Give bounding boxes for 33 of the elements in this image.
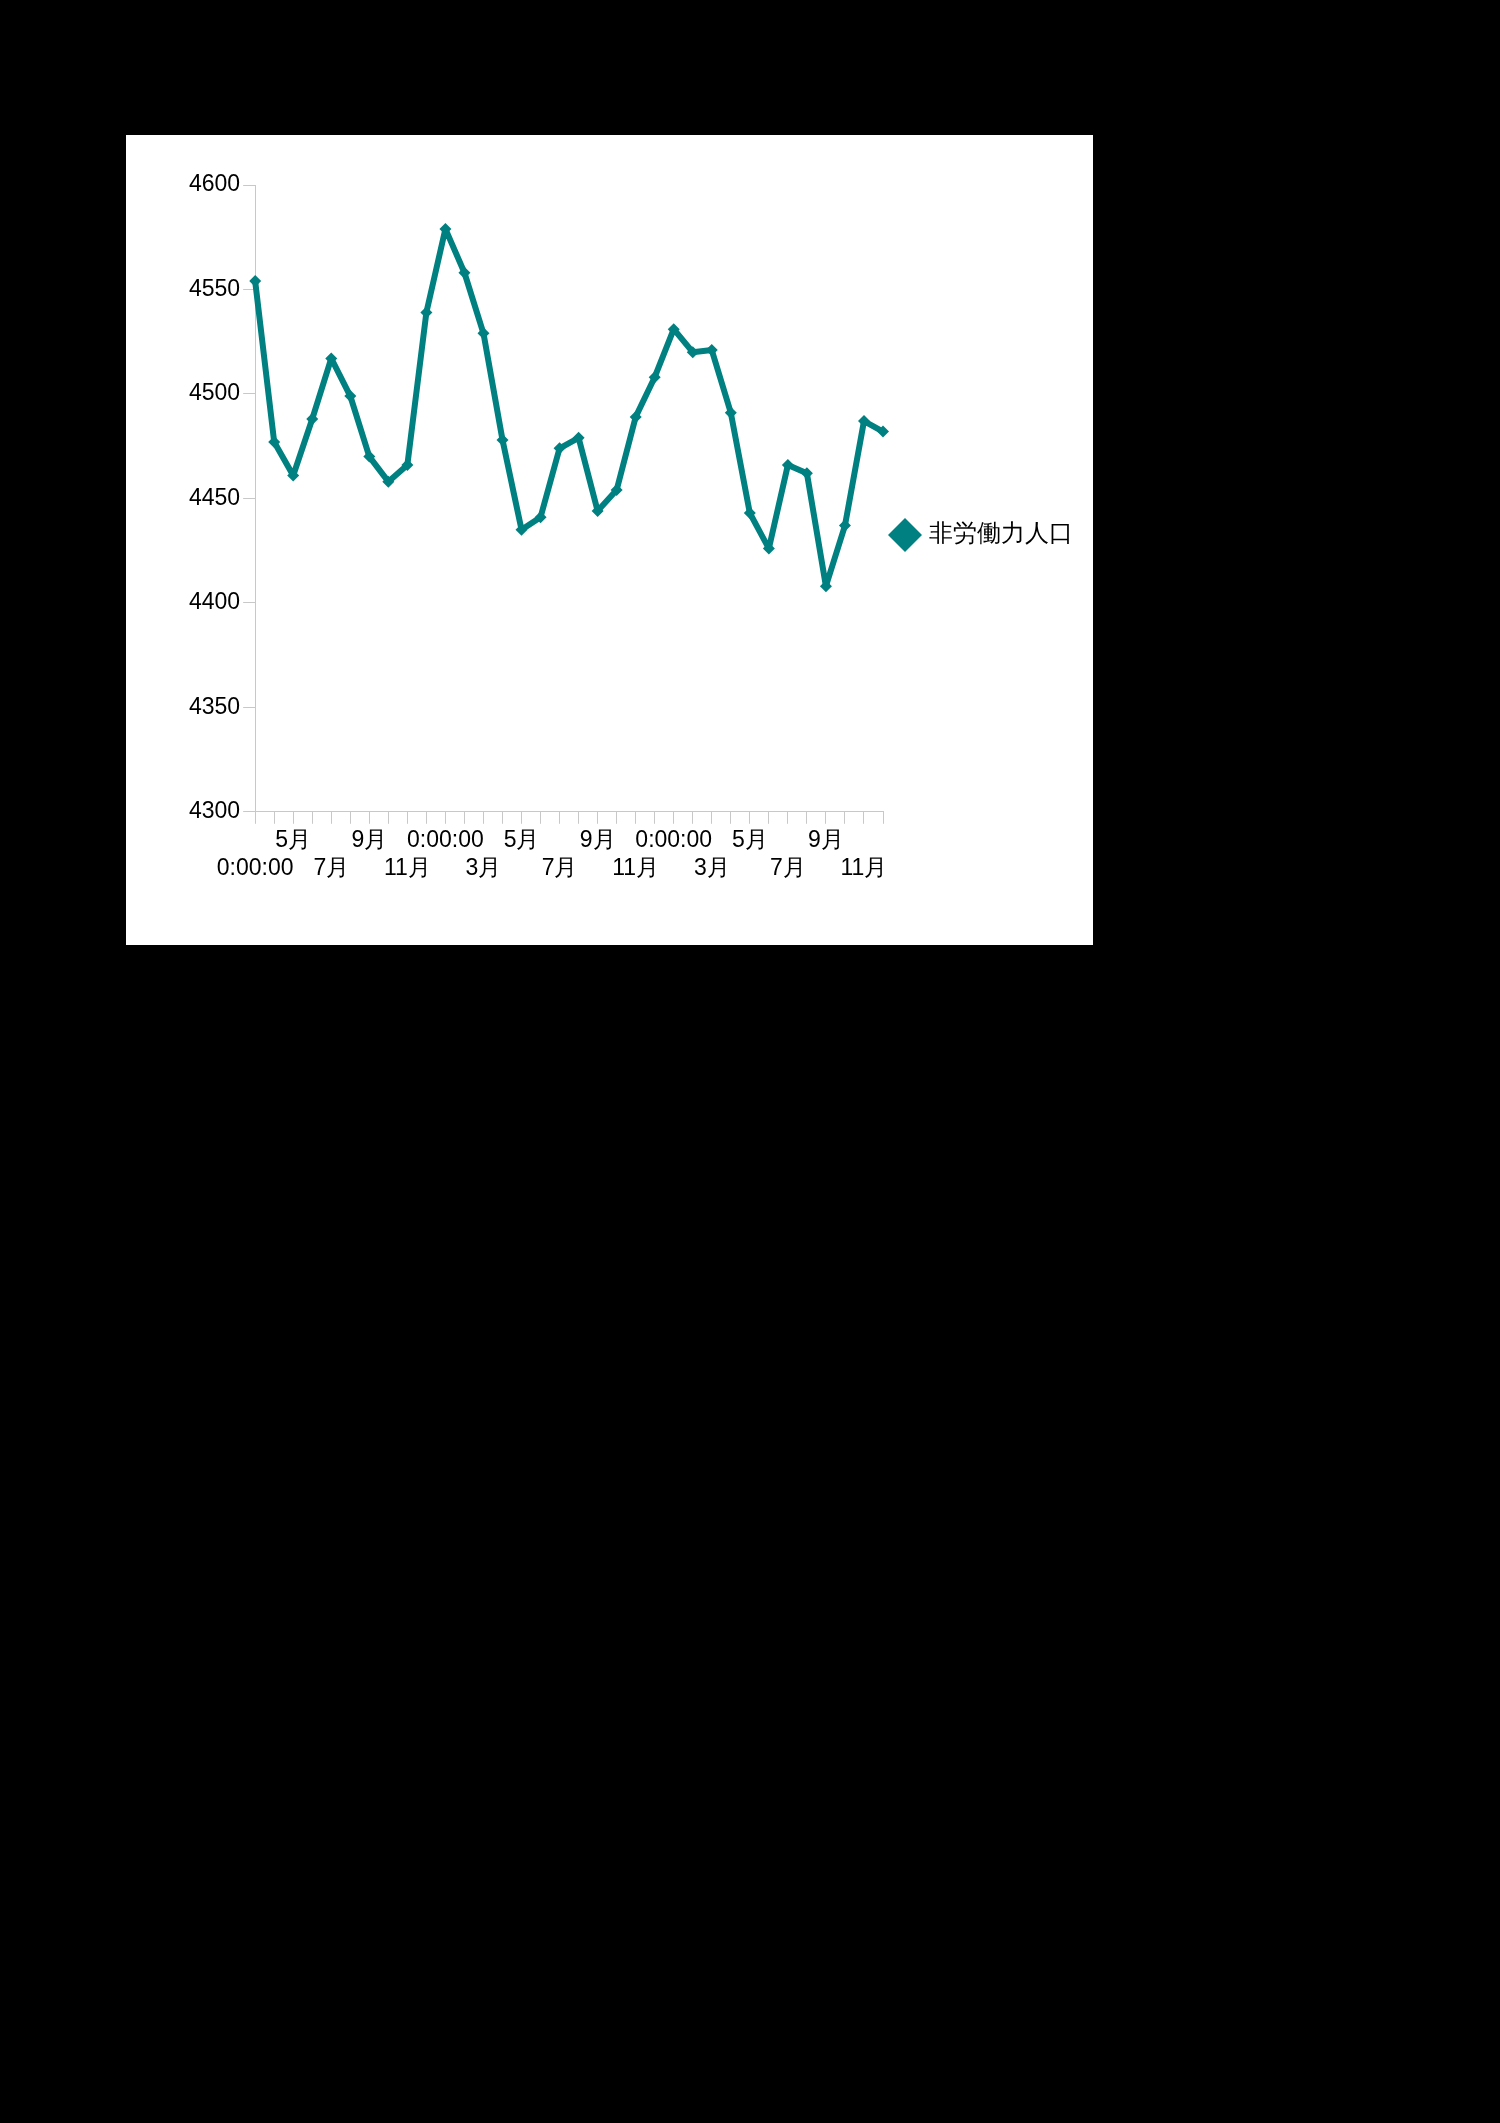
x-tick-label: 11月 [612,853,660,880]
x-tick-label: 11月 [840,853,888,880]
x-tick-label: 3月 [465,853,502,880]
y-tick-label: 4400 [188,588,241,615]
x-tick-label: 7月 [313,853,350,880]
point [363,450,376,463]
x-tick-label: 0:00:00 [407,825,484,852]
x-tick-label: 11月 [383,853,431,880]
x-tick-label: 9月 [808,825,844,852]
x-tick-label: 7月 [769,853,806,880]
y-tick-label: 4550 [188,274,241,301]
x-tick-label: 3月 [693,853,730,880]
y-tick-label: 4500 [188,379,241,406]
point [629,410,642,423]
x-tick-label: 7月 [541,853,578,880]
point [781,458,794,471]
x-tick-label: 5月 [503,825,540,852]
x-tick-label: 0:00:00 [216,853,294,880]
x-tick-label: 5月 [275,825,312,852]
x-tick-label: 0:00:00 [635,825,713,852]
y-tick-label: 4350 [188,692,241,719]
point [382,475,395,488]
x-tick-label: 9月 [351,825,388,852]
x-tick-label: 5月 [731,825,768,852]
point [877,425,889,438]
x-tick-label: 9月 [579,825,616,852]
legend-label: 非労働力人口 [929,519,1073,548]
point [458,266,471,279]
y-tick-label: 4300 [188,797,241,824]
point [648,371,661,384]
point [610,484,623,497]
y-tick-label: 4600 [188,170,241,197]
y-tick-label: 4450 [188,483,241,510]
